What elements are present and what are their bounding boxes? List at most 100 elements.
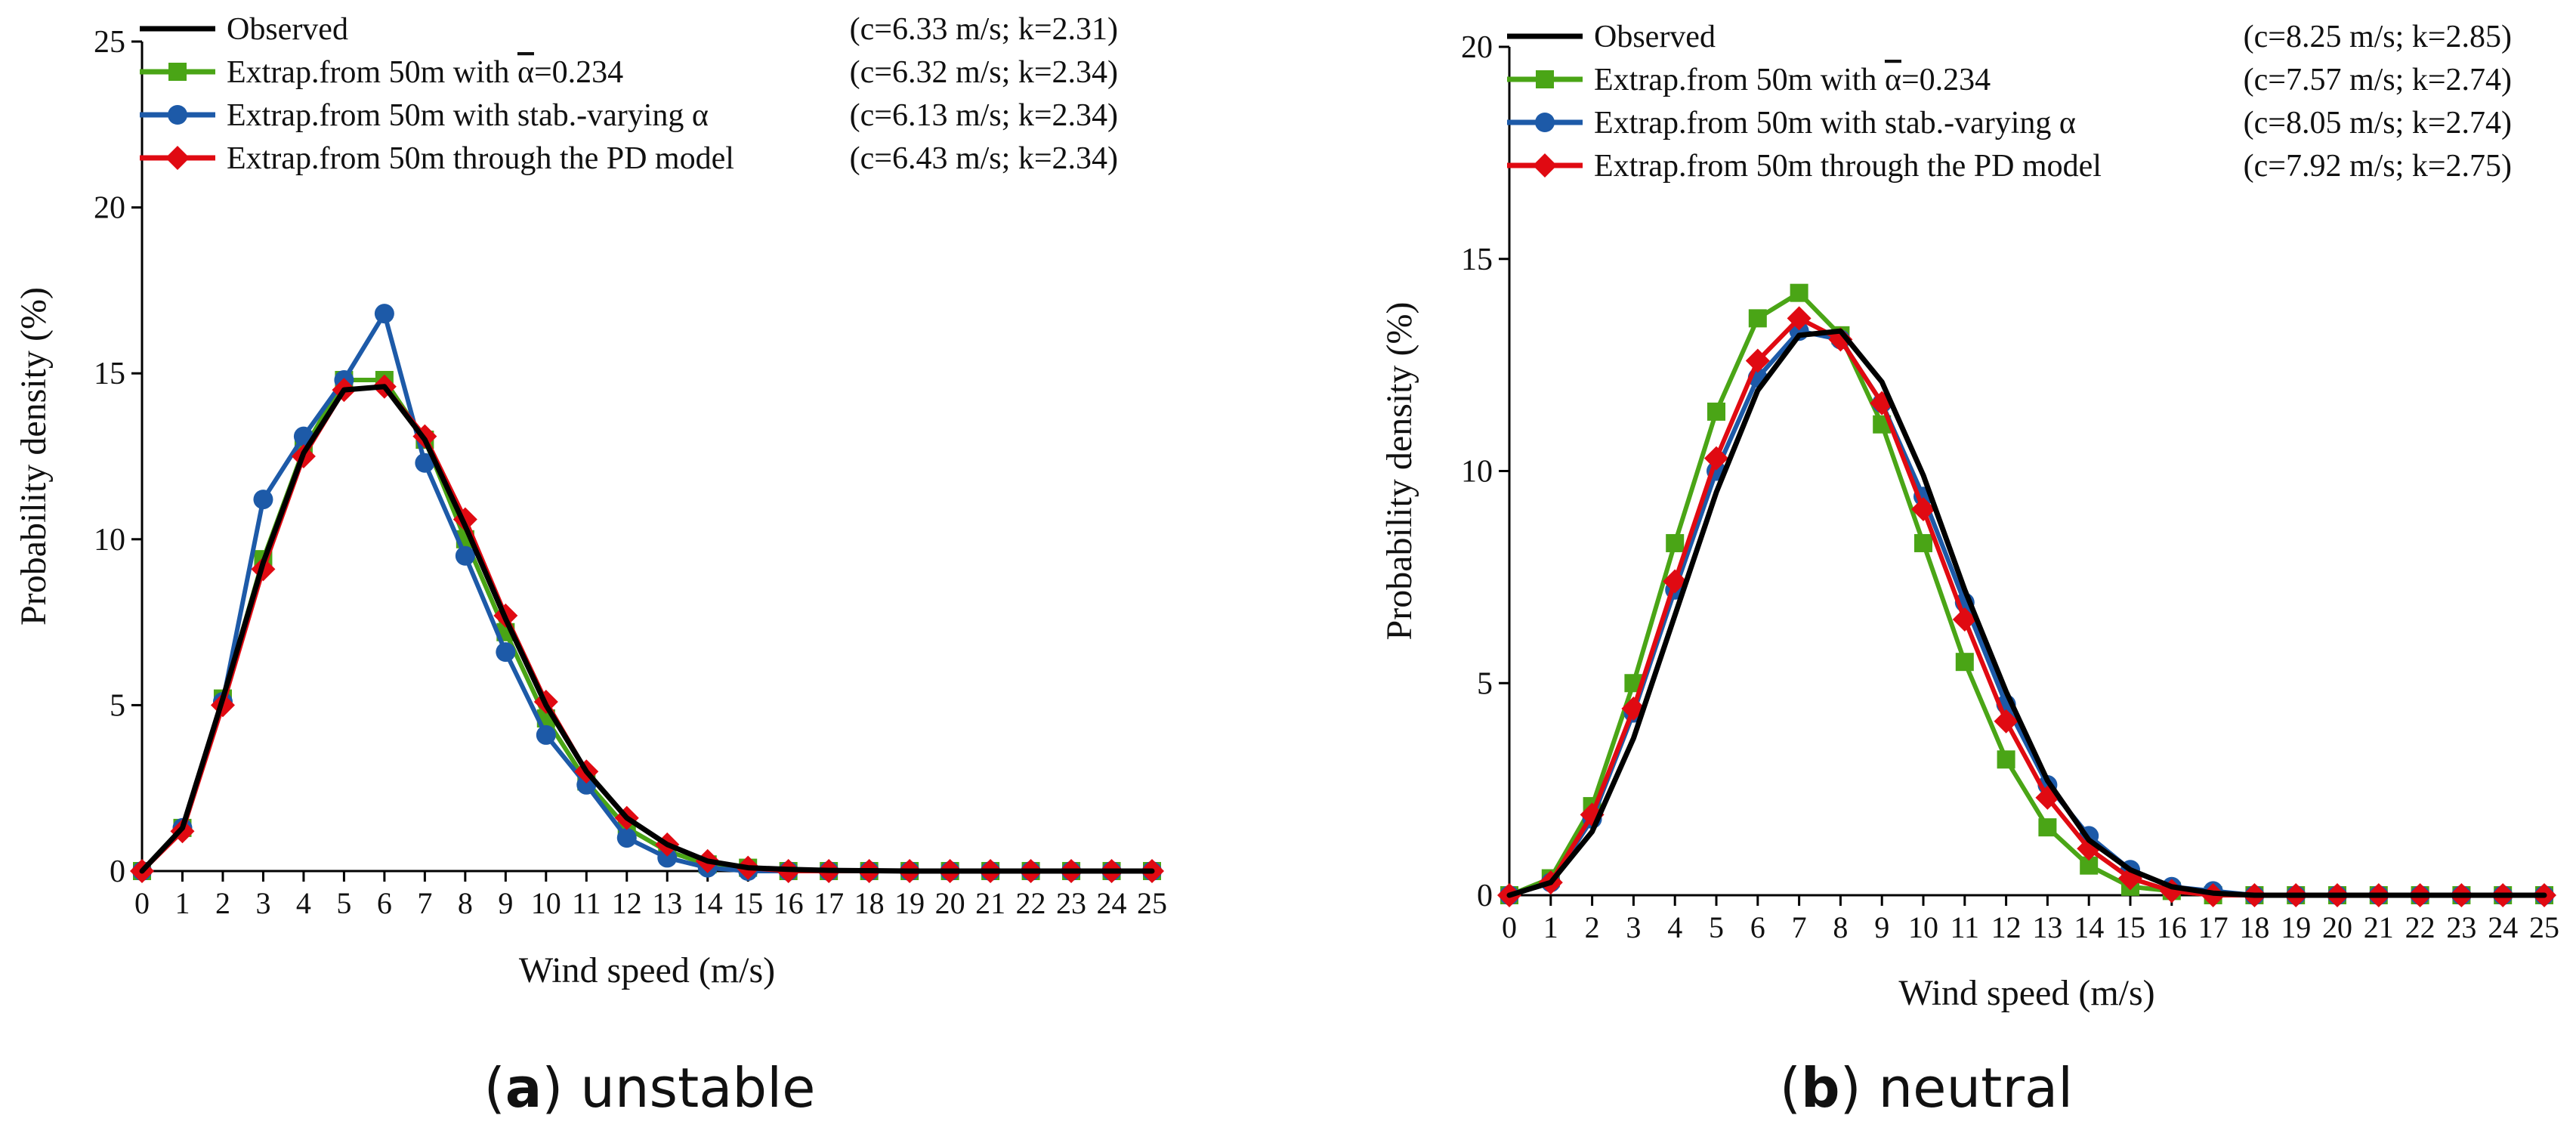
series-line-extrap_mean bbox=[1507, 290, 2547, 897]
series-observed bbox=[139, 384, 1155, 874]
x-tick-label: 9 bbox=[498, 886, 513, 920]
legend-swatch-extrap_pd-diamond-marker bbox=[1533, 153, 1557, 178]
x-tick-label: 0 bbox=[134, 886, 150, 920]
data-point-extrap_stab-circle-marker bbox=[616, 828, 637, 848]
data-point-extrap_stab-circle-marker bbox=[415, 453, 435, 473]
x-tick-label: 13 bbox=[2032, 910, 2062, 944]
x-tick-label: 18 bbox=[2239, 910, 2269, 944]
x-tick-label: 2 bbox=[1585, 910, 1600, 944]
data-point-extrap_stab-circle-marker bbox=[374, 304, 394, 324]
caption-text: neutral bbox=[1878, 1056, 2074, 1120]
x-tick-label: 9 bbox=[1874, 910, 1889, 944]
data-point-extrap_stab-circle-marker bbox=[536, 724, 556, 745]
legend-label-symbol: α bbox=[1885, 63, 1901, 97]
x-tick-label: 15 bbox=[733, 886, 763, 920]
legend-params-extrap_stab: (c=8.05 m/s; k=2.74) bbox=[2244, 106, 2512, 141]
data-point-extrap_stab-circle-marker bbox=[253, 490, 273, 510]
data-point-extrap_mean-square-marker bbox=[1955, 653, 1974, 672]
x-tick-label: 5 bbox=[336, 886, 351, 920]
legend-label-prefix: Extrap.from 50m with bbox=[1594, 63, 1885, 97]
x-tick-label: 11 bbox=[1951, 910, 1980, 944]
y-tick-label: 5 bbox=[1477, 666, 1493, 701]
x-tick-label: 25 bbox=[2529, 910, 2559, 944]
data-point-extrap_pd-diamond-marker bbox=[1994, 709, 2018, 734]
legend-label-extrap_stab: Extrap.from 50m with stab.-varying α bbox=[1594, 106, 2076, 141]
x-tick-label: 6 bbox=[377, 886, 392, 920]
legend-label-suffix: =0.234 bbox=[534, 55, 623, 90]
x-tick-label: 0 bbox=[1502, 910, 1517, 944]
x-tick-label: 17 bbox=[814, 886, 844, 920]
series-extrap_mean bbox=[133, 370, 1161, 880]
data-point-extrap_stab-circle-marker bbox=[657, 848, 678, 868]
caption-letter: a bbox=[505, 1056, 542, 1120]
x-tick-label: 21 bbox=[975, 886, 1005, 920]
x-tick-label: 15 bbox=[2115, 910, 2145, 944]
data-point-extrap_stab-circle-marker bbox=[455, 545, 475, 566]
x-tick-label: 1 bbox=[1543, 910, 1558, 944]
legend: Observed (c=8.25 m/s; k=2.85) Extrap.from … bbox=[1507, 20, 2512, 184]
y-tick-label: 0 bbox=[1477, 879, 1493, 913]
data-point-extrap_mean-square-marker bbox=[1707, 402, 1725, 421]
legend-label-symbol: α bbox=[517, 55, 534, 90]
data-point-extrap_mean-square-marker bbox=[2038, 818, 2057, 837]
caption-neutral: (b) neutral bbox=[1779, 1056, 2074, 1120]
data-point-extrap_mean-square-marker bbox=[1914, 533, 1932, 552]
x-tick-label: 5 bbox=[1709, 910, 1724, 944]
x-tick-label: 6 bbox=[1750, 910, 1765, 944]
x-tick-label: 18 bbox=[854, 886, 885, 920]
y-tick-label: 15 bbox=[1461, 243, 1493, 277]
data-point-extrap_pd-diamond-marker bbox=[1663, 569, 1688, 594]
x-tick-label: 4 bbox=[296, 886, 311, 920]
legend-label-extrap_mean: Extrap.from 50m with α=0.234 bbox=[227, 55, 623, 90]
caption-text: unstable bbox=[580, 1056, 816, 1120]
y-tick-label: 20 bbox=[1461, 30, 1493, 65]
y-tick-label: 10 bbox=[94, 523, 125, 558]
x-tick-label: 24 bbox=[1097, 886, 1127, 920]
series-line-extrap_pd bbox=[1507, 316, 2547, 897]
y-tick-label: 0 bbox=[110, 854, 125, 889]
x-tick-label: 8 bbox=[458, 886, 473, 920]
x-tick-label: 14 bbox=[2074, 910, 2104, 944]
series-extrap_stab bbox=[132, 304, 1162, 881]
series-extrap_pd bbox=[130, 374, 1164, 883]
y-tick-label: 25 bbox=[94, 25, 125, 60]
x-tick-label: 25 bbox=[1137, 886, 1167, 920]
legend-params-extrap_pd: (c=6.43 m/s; k=2.34) bbox=[850, 141, 1118, 176]
legend-label-suffix: =0.234 bbox=[1901, 63, 1991, 97]
x-tick-label: 21 bbox=[2364, 910, 2394, 944]
series-extrap_mean bbox=[1500, 283, 2553, 904]
data-point-extrap_pd-diamond-marker bbox=[1704, 446, 1728, 471]
legend-swatch-extrap_stab-circle-marker bbox=[1535, 113, 1555, 132]
legend-swatch-extrap_mean-square-marker bbox=[1536, 70, 1554, 88]
legend: Observed (c=6.33 m/s; k=2.31) Extrap.from … bbox=[140, 12, 1118, 176]
x-tick-label: 17 bbox=[2198, 910, 2229, 944]
x-tick-label: 14 bbox=[693, 886, 723, 920]
series-line-observed bbox=[139, 384, 1155, 874]
y-tick-label: 15 bbox=[94, 357, 125, 391]
legend-swatch-extrap_pd-diamond-marker bbox=[165, 146, 190, 170]
series-extrap_stab bbox=[1500, 321, 2554, 905]
legend-label-observed: Observed bbox=[1594, 20, 1716, 54]
series-observed bbox=[1506, 328, 2547, 898]
x-tick-label: 22 bbox=[2405, 910, 2435, 944]
x-axis-title: Wind speed (m/s) bbox=[519, 950, 775, 990]
x-tick-label: 7 bbox=[417, 886, 432, 920]
x-tick-label: 19 bbox=[2281, 910, 2311, 944]
legend-label-extrap_mean: Extrap.from 50m with α=0.234 bbox=[1594, 63, 1991, 97]
series-line-extrap_stab bbox=[140, 311, 1154, 873]
x-tick-label: 3 bbox=[255, 886, 270, 920]
legend-label-extrap_pd: Extrap.from 50m through the PD model bbox=[1594, 149, 2102, 184]
data-point-extrap_mean-square-marker bbox=[1748, 309, 1767, 328]
x-tick-label: 20 bbox=[935, 886, 965, 920]
x-tick-label: 8 bbox=[1833, 910, 1848, 944]
x-axis-title: Wind speed (m/s) bbox=[1898, 973, 2154, 1013]
x-tick-label: 16 bbox=[774, 886, 804, 920]
legend-params-extrap_mean: (c=7.57 m/s; k=2.74) bbox=[2244, 63, 2512, 97]
data-point-extrap_pd-diamond-marker bbox=[1745, 348, 1770, 373]
x-tick-label: 1 bbox=[175, 886, 190, 920]
legend-label-extrap_pd: Extrap.from 50m through the PD model bbox=[227, 141, 734, 176]
x-tick-label: 23 bbox=[2446, 910, 2476, 944]
legend-params-extrap_mean: (c=6.32 m/s; k=2.34) bbox=[850, 55, 1118, 90]
x-tick-label: 12 bbox=[1991, 910, 2022, 944]
